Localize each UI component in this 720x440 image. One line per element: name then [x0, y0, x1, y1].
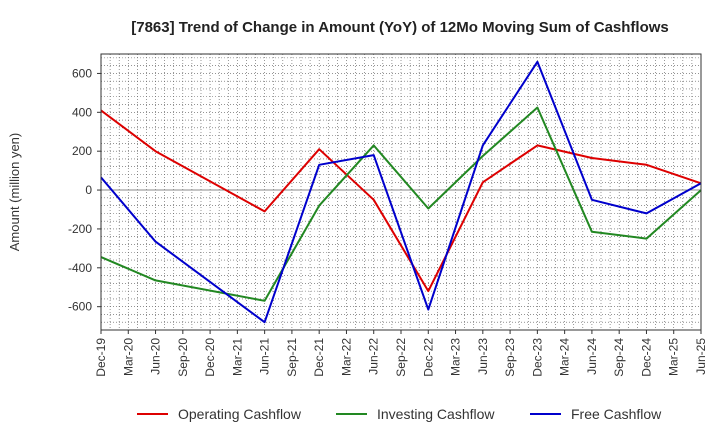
x-tick-label: Dec-20 [203, 338, 217, 377]
y-tick-label: 600 [72, 66, 92, 80]
x-tick-label: Dec-21 [312, 338, 326, 377]
investing-cashflow-line [100, 106, 702, 302]
legend: Operating Cashflow Investing Cashflow Free… [137, 406, 662, 422]
x-tick-label: Mar-25 [667, 338, 681, 376]
legend-label-free-cashflow: Free Cashflow [571, 406, 662, 422]
y-tick-label: -200 [68, 222, 92, 236]
grid [101, 54, 701, 331]
x-tick-label: Sep-24 [612, 338, 626, 377]
free-cashflow-line [100, 60, 702, 324]
y-tick-label: -600 [68, 300, 92, 314]
x-tick-label: Mar-20 [121, 338, 135, 376]
x-tick-label: Sep-20 [176, 338, 190, 377]
y-tick-label: 0 [85, 183, 92, 197]
y-tick-label: -400 [68, 261, 92, 275]
x-tick-label: Jun-22 [367, 338, 381, 375]
x-tick-label: Dec-22 [421, 338, 435, 377]
x-tick-label: Mar-23 [449, 338, 463, 376]
x-tick-label: Dec-23 [530, 338, 544, 377]
x-tick-label: Sep-22 [394, 338, 408, 377]
x-tick-label: Jun-21 [258, 338, 272, 375]
y-ticks: -600 -400 -200 0 200 400 600 [68, 66, 101, 314]
x-tick-label: Sep-23 [503, 338, 517, 377]
chart-title: [7863] Trend of Change in Amount (YoY) o… [131, 19, 669, 36]
y-axis-label: Amount (million yen) [7, 133, 22, 252]
legend-label-investing-cashflow: Investing Cashflow [377, 406, 495, 422]
series-lines [100, 60, 702, 324]
y-tick-label: 400 [72, 105, 92, 119]
legend-label-operating-cashflow: Operating Cashflow [178, 406, 302, 422]
x-tick-label: Jun-25 [694, 338, 708, 375]
x-tick-label: Mar-21 [230, 338, 244, 376]
x-tick-label: Dec-24 [639, 338, 653, 377]
x-tick-label: Sep-21 [285, 338, 299, 377]
x-tick-label: Dec-19 [94, 338, 108, 377]
x-tick-label: Mar-22 [339, 338, 353, 376]
x-tick-label: Mar-24 [558, 338, 572, 376]
operating-cashflow-line [100, 109, 702, 293]
x-tick-label: Jun-20 [149, 338, 163, 375]
x-tick-label: Jun-24 [585, 338, 599, 375]
x-tick-label: Jun-23 [476, 338, 490, 375]
x-ticks: Dec-19 Mar-20 Jun-20 Sep-20 Dec-20 Mar-21 Jun-… [94, 330, 708, 377]
y-tick-label: 200 [72, 144, 92, 158]
